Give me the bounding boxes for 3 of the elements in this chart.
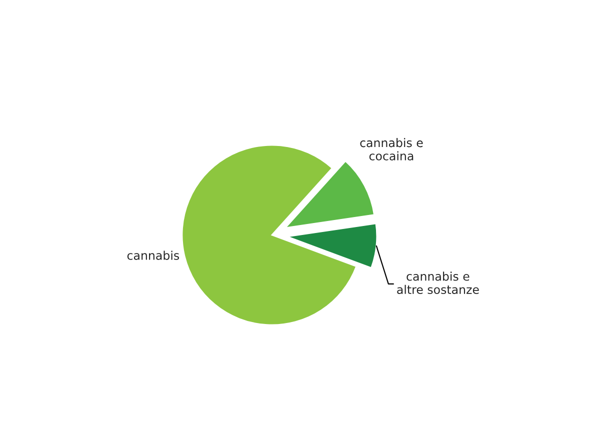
slice-label: cannabis e cocaina (360, 138, 423, 160)
slice-label: cannabis (127, 250, 180, 260)
slice-label: cannabis e altre sostanze (397, 272, 479, 294)
